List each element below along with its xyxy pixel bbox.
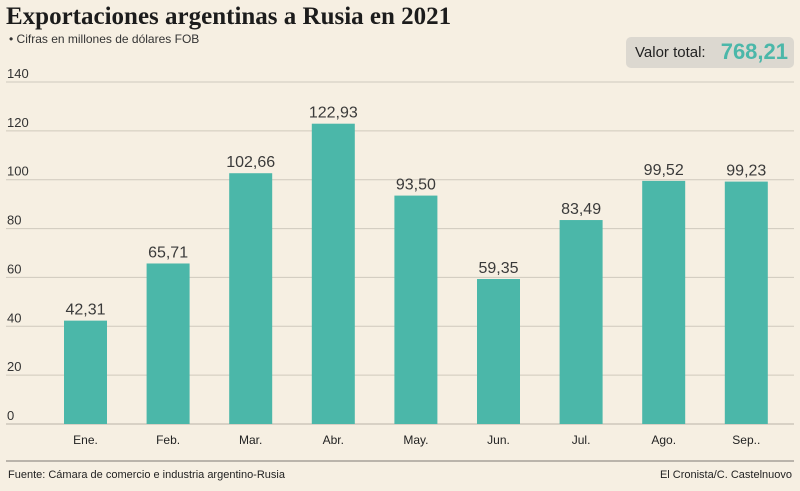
total-value: 768,21 — [720, 39, 788, 64]
bar — [394, 195, 438, 424]
data-label: 122,93 — [309, 105, 358, 122]
data-label: 93,50 — [396, 177, 436, 194]
total-label: Valor total: — [635, 44, 706, 61]
y-tick-label: 20 — [7, 359, 21, 374]
x-tick-label: Sep.. — [732, 433, 760, 447]
x-tick-label: Jun. — [487, 433, 510, 447]
bar — [311, 123, 355, 424]
bar — [724, 181, 768, 424]
bar — [559, 220, 603, 424]
chart-subtitle: • Cifras en millones de dólares FOB — [9, 32, 200, 46]
x-tick-label: Mar. — [239, 433, 262, 447]
bar — [229, 173, 273, 424]
chart-title: Exportaciones argentinas a Rusia en 2021 — [6, 3, 452, 30]
y-tick-label: 0 — [7, 408, 14, 423]
data-label: 99,23 — [726, 163, 766, 180]
y-tick-label: 120 — [7, 115, 29, 130]
bar — [477, 279, 520, 424]
y-tick-label: 40 — [7, 310, 21, 325]
bar — [146, 263, 190, 424]
data-label: 42,31 — [65, 302, 105, 319]
data-label: 99,52 — [644, 162, 684, 179]
source-note: Fuente: Cámara de comercio e industria a… — [8, 469, 285, 481]
x-tick-label: Ene. — [73, 433, 98, 447]
y-tick-label: 80 — [7, 213, 21, 228]
total-value-box: Valor total: 768,21 — [626, 37, 794, 68]
y-tick-label: 60 — [7, 261, 21, 276]
y-tick-label: 100 — [7, 164, 29, 179]
x-tick-label: Abr. — [323, 433, 344, 447]
data-label: 83,49 — [561, 201, 601, 218]
x-tick-label: Jul. — [572, 433, 591, 447]
x-tick-label: May. — [403, 433, 428, 447]
data-label: 59,35 — [478, 260, 518, 277]
bar — [64, 320, 107, 424]
x-tick-label: Ago. — [651, 433, 676, 447]
bar — [642, 180, 686, 424]
data-label: 102,66 — [226, 154, 275, 171]
data-label: 65,71 — [148, 244, 188, 261]
credit-note: El Cronista/C. Castelnuovo — [659, 469, 792, 481]
x-tick-label: Feb. — [156, 433, 180, 447]
y-tick-label: 140 — [7, 66, 29, 81]
